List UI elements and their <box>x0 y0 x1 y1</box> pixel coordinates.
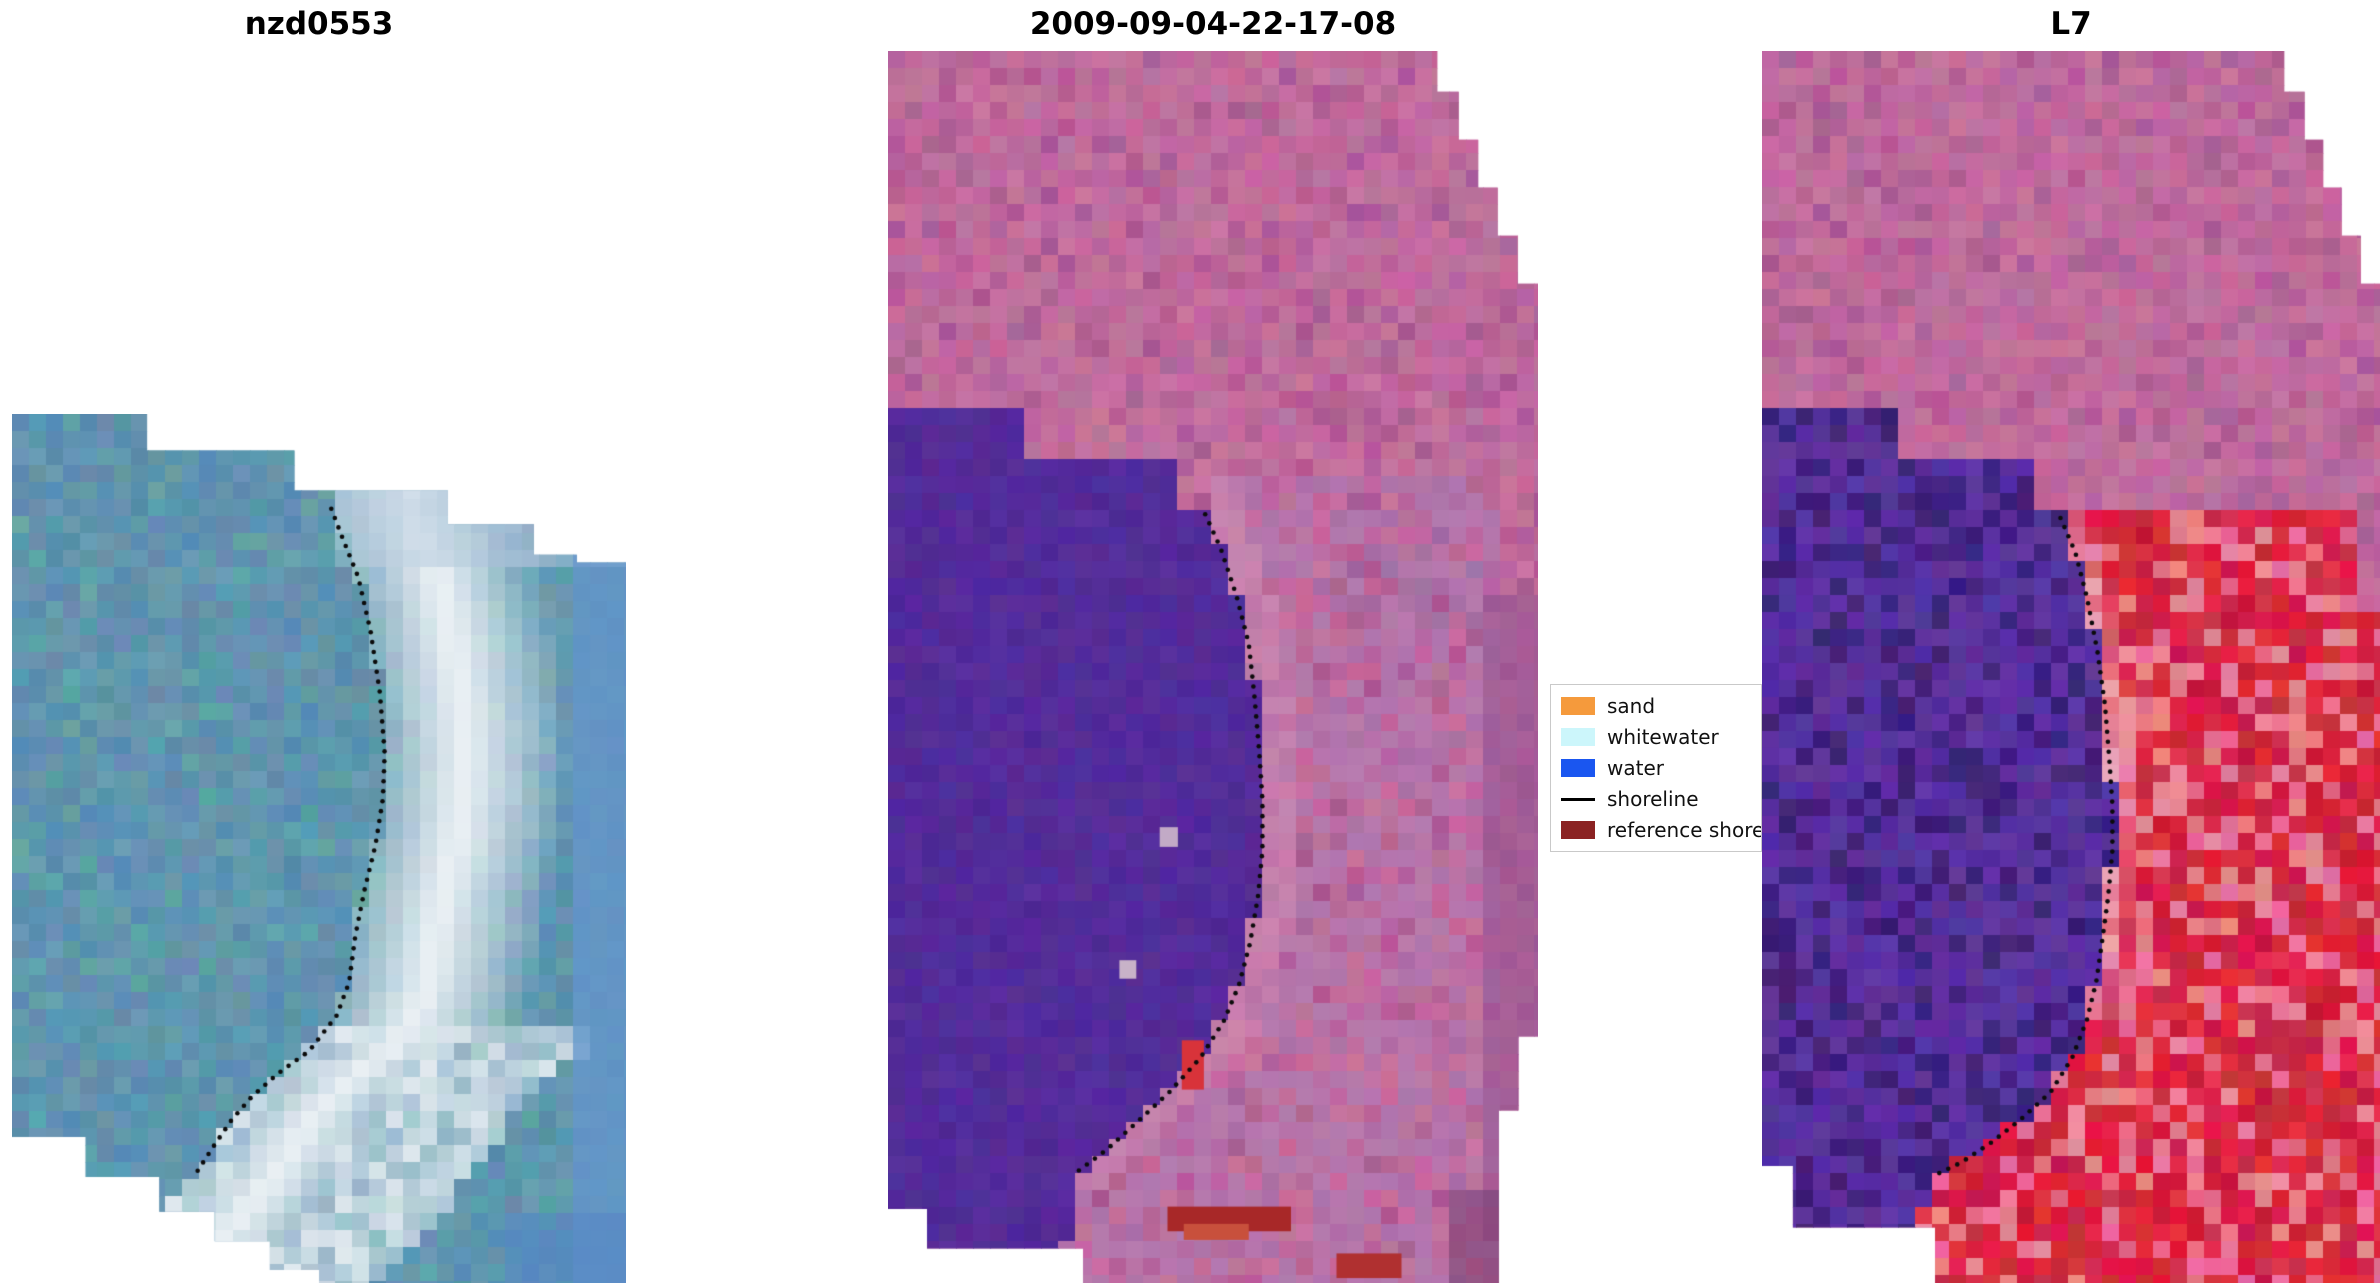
legend-label: sand <box>1607 694 1656 718</box>
panel-classified-image <box>888 51 1538 1283</box>
legend-label: shoreline <box>1607 787 1699 811</box>
legend-label: reference shoreline <box>1607 818 1761 842</box>
legend-label: water <box>1607 756 1664 780</box>
legend-swatch-shoreline <box>1561 797 1595 801</box>
legend-swatch-whitewater <box>1561 728 1595 746</box>
legend-item-water: water <box>1561 756 1751 780</box>
legend-item-shoreline: shoreline <box>1561 787 1751 811</box>
legend-swatch-sand <box>1561 697 1595 715</box>
legend: sand whitewater water shoreline reference sh… <box>1550 684 1762 852</box>
l7-false-color-image <box>1762 51 2380 1283</box>
panel-title-site: nzd0553 <box>244 6 394 42</box>
legend-item-sand: sand <box>1561 694 1751 718</box>
legend-item-reference-shoreline: reference shoreline <box>1561 818 1761 842</box>
legend-item-whitewater: whitewater <box>1561 725 1751 749</box>
legend-swatch-water <box>1561 759 1595 777</box>
panel-title-date: 2009-09-04-22-17-08 <box>1029 6 1397 42</box>
panel-rgb-image <box>12 414 626 1283</box>
satellite-rgb-image <box>12 414 626 1283</box>
panel-title-satellite: L7 <box>2050 6 2092 42</box>
legend-label: whitewater <box>1607 725 1719 749</box>
classified-image <box>888 51 1538 1283</box>
legend-swatch-reference-shoreline <box>1561 821 1595 839</box>
panel-l7-image <box>1762 51 2380 1283</box>
